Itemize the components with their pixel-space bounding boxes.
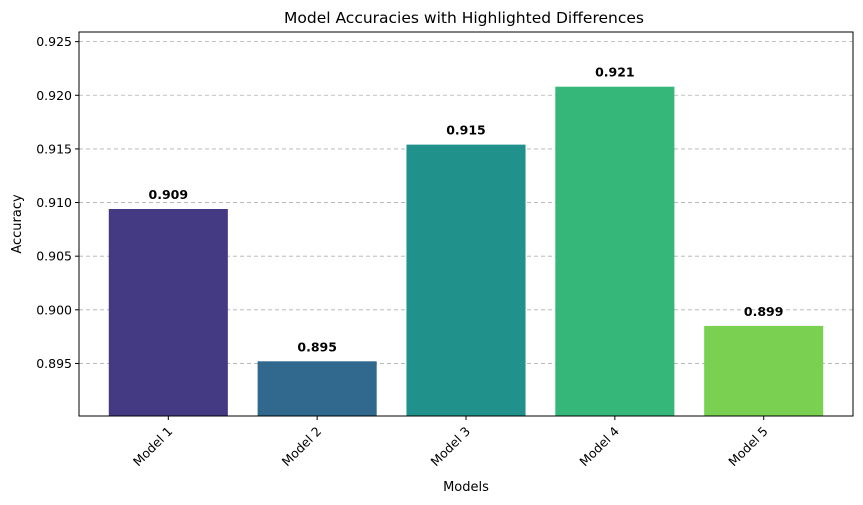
- y-tick-label: 0.910: [36, 195, 72, 210]
- x-axis-title: Models: [443, 480, 489, 495]
- y-tick-label: 0.900: [36, 302, 72, 317]
- y-tick-label: 0.920: [36, 88, 72, 103]
- bar: [257, 361, 377, 416]
- value-label: 0.909: [149, 187, 189, 202]
- bar: [406, 144, 526, 416]
- y-tick-label: 0.925: [36, 34, 72, 49]
- y-tick-label: 0.895: [36, 356, 72, 371]
- value-label: 0.895: [297, 339, 337, 354]
- bars: [108, 86, 824, 416]
- x-axis-ticks: Model 1 Model 2 Model 3 Model 4 Model 5: [130, 416, 771, 469]
- bar: [704, 325, 824, 416]
- y-axis-ticks: 0.895 0.900 0.905 0.910 0.915 0.920 0.925: [36, 34, 79, 371]
- value-label: 0.899: [744, 304, 784, 319]
- x-tick-label: Model 2: [279, 424, 325, 470]
- value-label: 0.921: [595, 65, 635, 80]
- value-label: 0.915: [446, 123, 486, 138]
- chart-title: Model Accuracies with Highlighted Differ…: [284, 9, 644, 27]
- x-tick-label: Model 1: [130, 424, 176, 470]
- y-tick-label: 0.905: [36, 249, 72, 264]
- y-tick-label: 0.915: [36, 141, 72, 156]
- bar: [555, 86, 675, 416]
- x-tick-label: Model 5: [725, 424, 771, 470]
- x-tick-label: Model 4: [576, 423, 622, 469]
- y-axis-title: Accuracy: [10, 194, 25, 254]
- bar: [108, 208, 228, 416]
- value-labels: 0.909 0.895 0.915 0.921 0.899: [149, 65, 784, 355]
- x-tick-label: Model 3: [428, 424, 474, 470]
